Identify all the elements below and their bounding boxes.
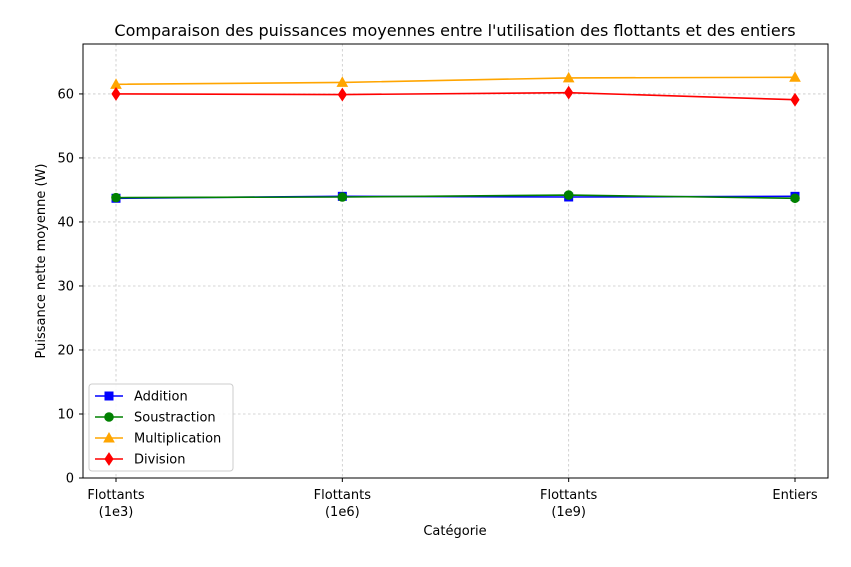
series-division — [111, 85, 800, 107]
data-point-division — [337, 87, 347, 102]
y-tick-label: 20 — [57, 343, 74, 358]
axes: 0 10 20 30 40 50 60 Flottants (1e3) Flottants (1e6… — [57, 87, 817, 520]
series-multiplication — [110, 71, 801, 89]
legend-box — [88, 383, 234, 472]
data-point-multiplication — [789, 71, 801, 82]
legend-label-addition: Addition — [134, 390, 188, 405]
y-tick-label: 60 — [57, 87, 74, 102]
x-tick-label: Flottants — [540, 488, 598, 503]
data-point-division — [790, 92, 800, 107]
data-point-soustraction — [111, 192, 121, 203]
series-line-division — [115, 91, 796, 101]
series-line-soustraction — [115, 194, 796, 200]
x-tick-label: (1e6) — [325, 505, 360, 520]
x-axis-title: Catégorie — [423, 524, 486, 539]
plot-frame — [82, 43, 829, 479]
data-point-soustraction — [563, 190, 574, 200]
legend-marker-addition — [104, 391, 114, 401]
chart-title: Comparaison des puissances moyennes entr… — [114, 21, 795, 40]
y-tick-label: 40 — [57, 215, 74, 230]
legend-label-soustraction: Soustraction — [134, 411, 216, 426]
data-point-soustraction — [337, 192, 348, 202]
x-tick-label: Flottants — [314, 488, 372, 503]
y-tick-label: 0 — [66, 472, 74, 487]
x-tick-label: (1e3) — [99, 505, 134, 520]
data-point-division — [111, 87, 121, 101]
legend-marker-soustraction — [104, 412, 114, 422]
data-point-multiplication — [336, 76, 349, 87]
x-tick-label: Entiers — [772, 488, 818, 503]
legend-label-division: Division — [134, 453, 186, 468]
data-point-multiplication — [562, 71, 575, 83]
legend-marker-division — [104, 452, 114, 466]
data-point-division — [564, 85, 574, 100]
legend: Addition Soustraction Multiplication Divisi… — [88, 383, 234, 472]
legend-label-multiplication: Multiplication — [134, 432, 221, 447]
y-axis-title: Puissance nette moyenne (W) — [34, 164, 49, 359]
x-tick-label: (1e9) — [551, 505, 586, 520]
data-point-soustraction — [790, 193, 800, 204]
series-line-multiplication — [115, 76, 796, 86]
y-tick-label: 30 — [57, 279, 74, 294]
legend-marker-multiplication — [103, 431, 115, 443]
series-soustraction — [111, 190, 800, 204]
series-layer — [110, 71, 801, 204]
y-tick-label: 50 — [57, 151, 74, 166]
x-tick-label: Flottants — [87, 488, 145, 503]
y-tick-label: 10 — [57, 407, 74, 422]
